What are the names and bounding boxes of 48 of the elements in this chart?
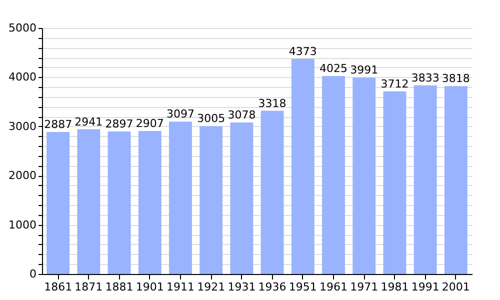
data-label: 3991 — [350, 64, 378, 77]
bar — [138, 130, 162, 274]
x-tick-label: 1881 — [105, 280, 134, 294]
y-tick-label: 1000 — [8, 218, 36, 232]
x-tick-label: 1936 — [258, 280, 286, 294]
data-label: 3078 — [228, 108, 256, 122]
x-tick-label: 2001 — [442, 280, 470, 294]
data-label: 4025 — [320, 62, 348, 75]
x-tick-label: 1961 — [320, 280, 348, 294]
data-label: 3005 — [197, 112, 226, 126]
y-tick-label: 5000 — [8, 22, 36, 34]
data-label: 3833 — [411, 71, 440, 84]
bar — [414, 85, 437, 274]
x-tick-label: 1981 — [380, 280, 409, 294]
x-tick-label: 1861 — [44, 280, 72, 294]
y-tick-label: 2000 — [8, 169, 36, 182]
y-tick-label: 3000 — [8, 120, 36, 133]
data-label: 3712 — [380, 77, 409, 90]
x-tick-label: 1951 — [288, 280, 317, 294]
x-tick-label: 1971 — [350, 280, 378, 294]
data-label: 2907 — [136, 116, 164, 130]
x-tick-label: 1911 — [166, 280, 194, 294]
x-tick-label: 1871 — [74, 280, 103, 294]
bar — [352, 78, 376, 274]
x-tick-label: 1921 — [197, 280, 226, 294]
data-label: 3097 — [166, 108, 194, 121]
bar — [230, 122, 254, 274]
x-tick-label: 1931 — [228, 280, 256, 294]
x-tick-label: 1991 — [411, 280, 440, 294]
bar — [322, 76, 345, 274]
y-tick-label: 0 — [30, 268, 36, 280]
data-label: 2897 — [105, 117, 134, 130]
bar — [200, 126, 223, 274]
bar — [46, 132, 70, 274]
bar — [77, 129, 100, 274]
data-label: 3818 — [442, 72, 470, 86]
data-label: 2887 — [44, 118, 72, 131]
bar — [383, 91, 406, 274]
bar — [444, 86, 468, 274]
bar — [108, 131, 131, 274]
data-label: 4373 — [288, 44, 317, 58]
bar — [291, 58, 314, 274]
x-tick-label: 1901 — [136, 280, 164, 294]
data-label: 2941 — [74, 115, 103, 128]
y-tick-label: 4000 — [8, 70, 36, 84]
bar — [169, 122, 192, 274]
data-label: 3318 — [258, 96, 286, 110]
bar — [260, 110, 284, 274]
